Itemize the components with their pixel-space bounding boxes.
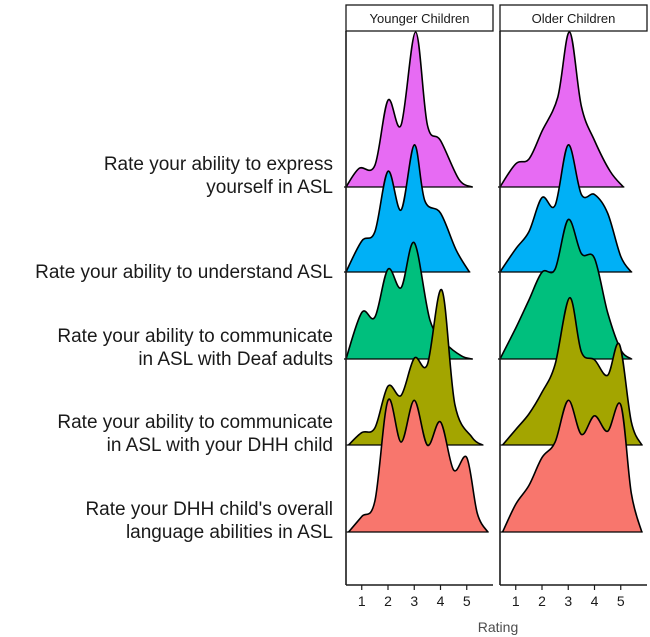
x-tick-label-0-1: 2	[384, 593, 392, 609]
ridge-fill-older-4	[502, 400, 642, 532]
ridge-fill-younger-0	[346, 32, 472, 187]
ridge-fill-older-1	[500, 144, 632, 272]
category-label-4-line-1: language abilities in ASL	[126, 522, 333, 543]
ridge-line-older-3	[501, 296, 643, 446]
category-label-0-line-0: Rate your ability to express	[104, 154, 333, 175]
x-tick-label-1-4: 5	[617, 593, 625, 609]
panel-strips: Younger Children Older Children	[345, 4, 648, 32]
ridge-fill-older-0	[500, 31, 624, 187]
panel-title-0: Younger Children	[370, 11, 470, 26]
density-ridges	[344, 31, 643, 533]
x-tick-label-1-1: 2	[538, 593, 546, 609]
x-axis-title: Rating	[478, 619, 518, 635]
x-tick-label-1-2: 3	[564, 593, 572, 609]
ridge-line-older-2	[499, 218, 632, 360]
x-tick-label-0-4: 5	[463, 593, 471, 609]
ridge-fill-younger-4	[348, 399, 488, 532]
panel-strip-0	[345, 4, 494, 32]
ridge-fill-older-2	[500, 219, 632, 359]
x-tick-label-1-0: 1	[512, 593, 520, 609]
ridge-fill-younger-1	[346, 144, 470, 272]
ridge-line-younger-3	[348, 289, 483, 446]
ridge-line-younger-0	[345, 31, 473, 188]
panel-title-1: Older Children	[532, 11, 616, 26]
category-label-3-line-1: in ASL with your DHH child	[107, 435, 333, 456]
ridge-line-older-4	[501, 399, 643, 533]
ridge-fill-younger-2	[346, 242, 472, 359]
category-label-4-line-0: Rate your DHH child's overall	[85, 499, 333, 520]
category-label-2-line-1: in ASL with Deaf adults	[138, 349, 333, 370]
ridge-line-older-0	[499, 31, 625, 188]
ridge-line-younger-4	[347, 398, 489, 533]
ridge-line-younger-1	[345, 144, 471, 273]
category-label-1-line-0: Rate your ability to understand ASL	[35, 262, 333, 283]
ridge-line-younger-2	[345, 241, 473, 360]
x-tick-label-0-0: 1	[358, 593, 366, 609]
x-tick-label-0-3: 4	[437, 593, 445, 609]
x-tick-label-1-3: 4	[591, 593, 599, 609]
panel-strip-1	[499, 4, 648, 32]
x-tick-label-0-2: 3	[410, 593, 418, 609]
category-label-0-line-1: yourself in ASL	[206, 177, 333, 198]
category-label-2-line-0: Rate your ability to communicate	[57, 326, 333, 347]
axes: 1 2 3 4 5 1 2 3 4 5	[345, 31, 647, 609]
ridge-fill-older-3	[502, 297, 642, 445]
category-label-3-line-0: Rate your ability to communicate	[57, 412, 333, 433]
ridge-line-older-1	[499, 144, 632, 273]
